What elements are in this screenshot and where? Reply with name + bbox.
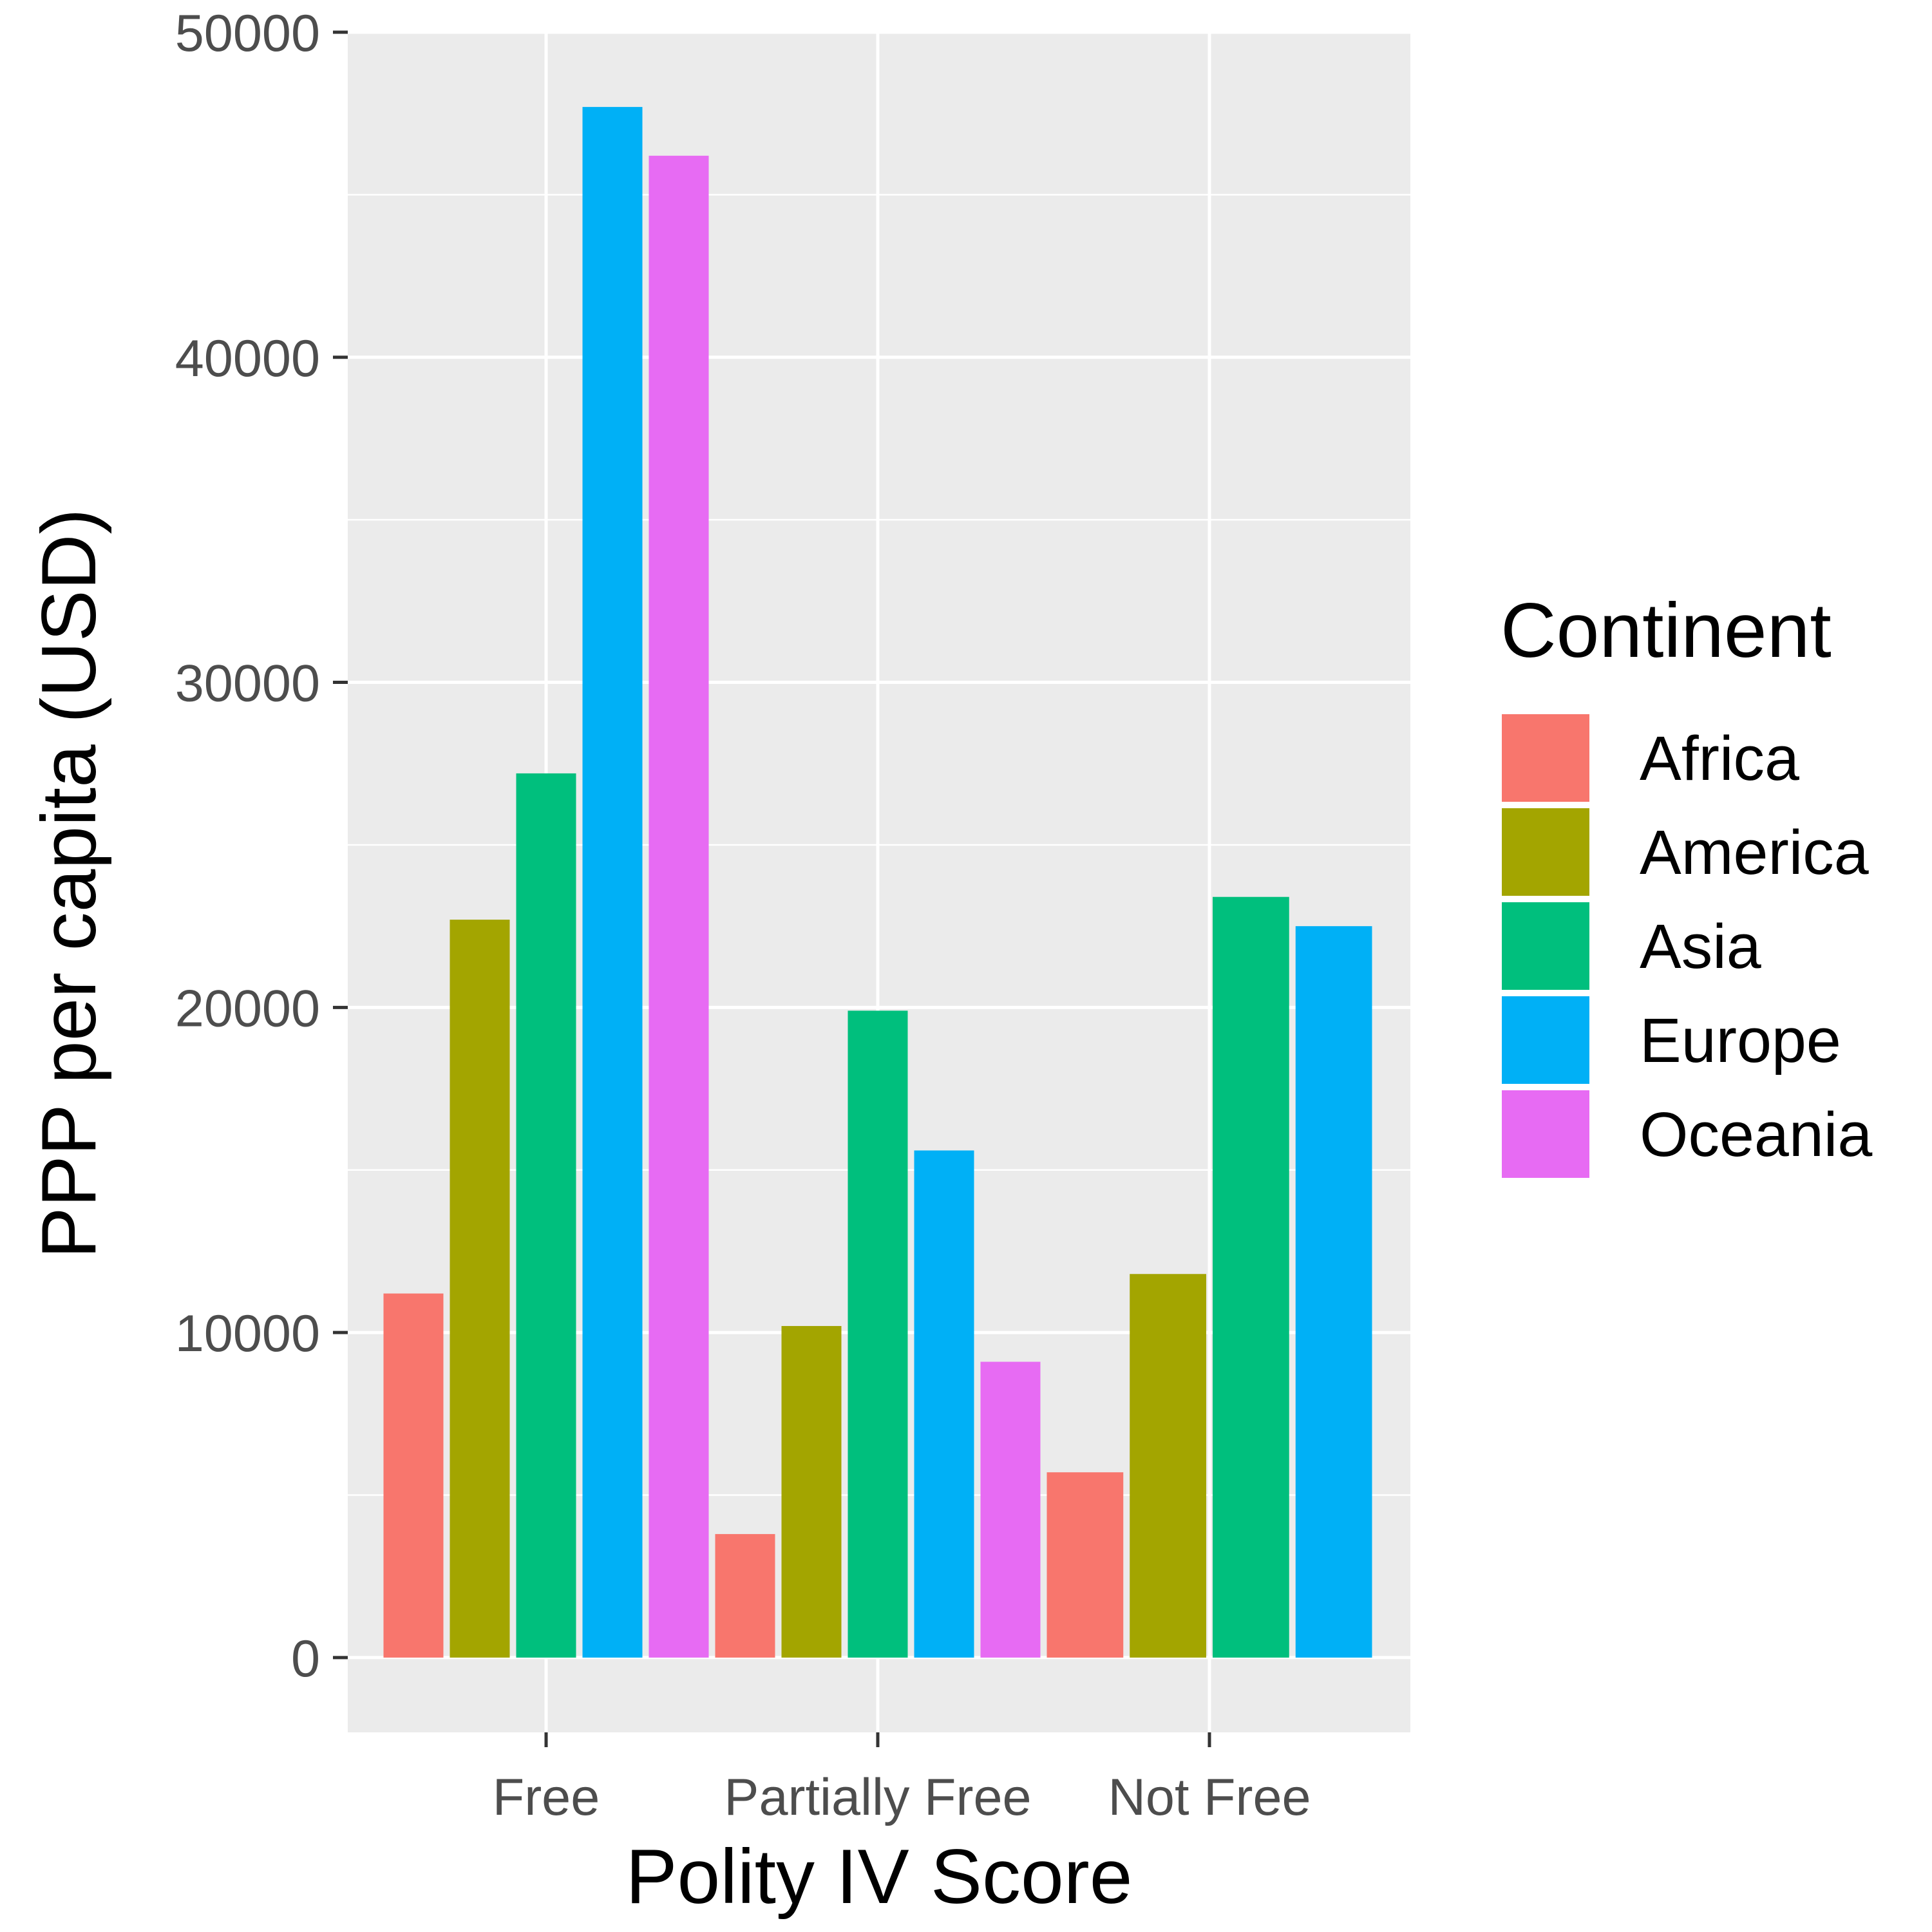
legend-key-africa <box>1499 712 1592 804</box>
y-tick-label: 10000 <box>175 1305 320 1363</box>
legend-key-america <box>1499 806 1592 898</box>
y-tick-label: 0 <box>291 1630 320 1688</box>
bar-partially-free-africa <box>715 1534 775 1658</box>
bars <box>383 107 1372 1658</box>
legend-key-europe <box>1499 994 1592 1086</box>
bar-free-asia <box>516 773 576 1658</box>
bar-partially-free-america <box>781 1326 842 1658</box>
legend-keys: Africa America Asia Europe Oceania <box>1499 712 1872 1180</box>
y-axis-title: PPP per capita (USD) <box>26 509 112 1259</box>
bar-partially-free-asia <box>848 1010 908 1658</box>
y-axis: 0 10000 20000 30000 40000 50000 <box>175 5 348 1688</box>
legend-key-asia <box>1499 900 1592 992</box>
legend-key-oceania <box>1499 1088 1592 1180</box>
y-tick-label: 20000 <box>175 980 320 1037</box>
legend-label-europe: Europe <box>1640 1005 1841 1075</box>
legend: Continent Africa America Asia Europe Oceania <box>1499 587 1872 1180</box>
legend-title: Continent <box>1501 587 1832 674</box>
bar-not-free-europe <box>1295 926 1372 1658</box>
x-axis: Free Partially Free Not Free <box>493 1732 1311 1826</box>
x-tick-label: Partially Free <box>724 1768 1031 1826</box>
bar-free-europe <box>582 107 643 1658</box>
bar-free-america <box>450 920 510 1658</box>
y-tick-label: 50000 <box>175 5 320 62</box>
x-tick-label: Free <box>493 1768 600 1826</box>
y-tick-label: 40000 <box>175 330 320 388</box>
legend-label-africa: Africa <box>1640 723 1799 793</box>
legend-label-oceania: Oceania <box>1640 1099 1872 1170</box>
bar-not-free-africa <box>1046 1472 1124 1658</box>
bar-free-oceania <box>649 155 709 1658</box>
bar-not-free-asia <box>1213 896 1289 1658</box>
y-tick-label: 30000 <box>175 655 320 713</box>
bar-free-africa <box>383 1293 444 1658</box>
x-tick-label: Not Free <box>1108 1768 1311 1826</box>
bar-not-free-america <box>1130 1274 1206 1658</box>
bar-partially-free-europe <box>914 1150 974 1658</box>
bar-partially-free-oceania <box>980 1361 1041 1658</box>
legend-label-asia: Asia <box>1640 911 1761 981</box>
x-axis-title: Polity IV Score <box>626 1833 1133 1920</box>
legend-label-america: America <box>1640 817 1869 887</box>
